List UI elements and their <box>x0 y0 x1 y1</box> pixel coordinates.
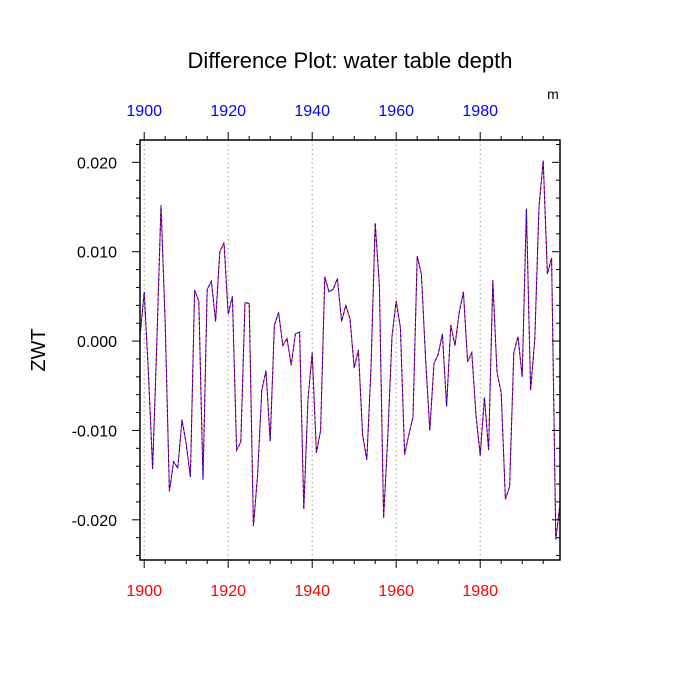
x-tick-label-top-1920: 1920 <box>210 103 246 120</box>
x-tick-label-top-1960: 1960 <box>378 103 414 120</box>
x-tick-label-top-1900: 1900 <box>126 103 162 120</box>
x-tick-label-bottom-1980: 1980 <box>462 583 498 600</box>
x-tick-label-bottom-1940: 1940 <box>294 583 330 600</box>
x-tick-label-bottom-1900: 1900 <box>126 583 162 600</box>
y-tick-label-3: 0.010 <box>77 245 117 262</box>
plot-frame <box>139 139 561 561</box>
series-line-blue-dashed <box>139 160 561 540</box>
units-label: m <box>547 86 559 102</box>
y-tick-label-2: 0.000 <box>77 334 117 351</box>
y-tick-label-1: -0.010 <box>72 423 117 440</box>
chart-title: Difference Plot: water table depth <box>188 48 513 73</box>
y-axis-label: ZWT <box>28 328 50 371</box>
series-lines <box>139 160 561 540</box>
y-tick-label-0: -0.020 <box>72 513 117 530</box>
series-line-red <box>139 160 561 540</box>
x-tick-label-top-1980: 1980 <box>462 103 498 120</box>
y-tick-label-4: 0.020 <box>77 155 117 172</box>
grid-lines <box>143 140 481 560</box>
x-tick-label-bottom-1920: 1920 <box>210 583 246 600</box>
tick-labels: 1900 1900 1920 1920 1940 1940 1960 1960 1980 1980… <box>72 103 498 600</box>
x-tick-label-bottom-1960: 1960 <box>378 583 414 600</box>
x-tick-label-top-1940: 1940 <box>294 103 330 120</box>
